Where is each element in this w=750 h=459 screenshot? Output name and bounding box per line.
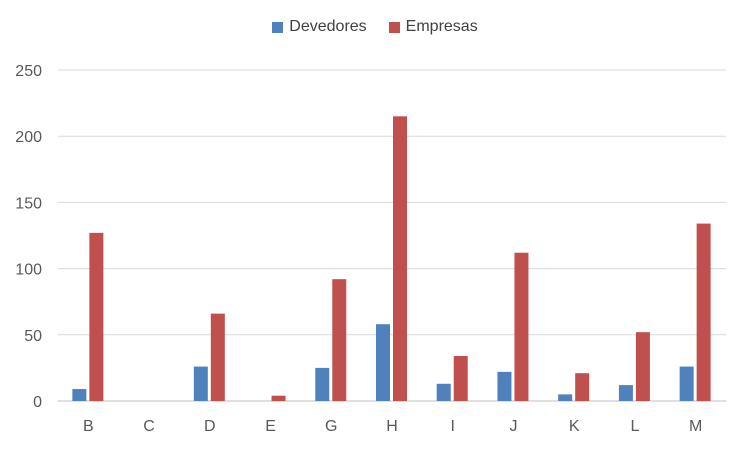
- bar-empresas-J: [514, 252, 529, 401]
- bar-devedores-H: [376, 324, 390, 401]
- x-tick-label: K: [569, 418, 580, 435]
- y-tick-label: 100: [15, 262, 42, 279]
- bar-empresas-G: [332, 279, 347, 401]
- bar-devedores-B: [72, 389, 87, 401]
- y-axis: 0 50 100 150 200 250: [15, 63, 42, 411]
- y-tick-label: 0: [33, 394, 42, 411]
- legend-item-empresas: Empresas: [388, 18, 478, 36]
- x-tick-label: L: [630, 418, 639, 435]
- x-tick-label: B: [83, 418, 94, 435]
- x-tick-label: I: [451, 418, 455, 435]
- bar-empresas-D: [210, 313, 225, 401]
- legend: Devedores Empresas: [0, 18, 750, 36]
- bar-devedores-K: [558, 394, 573, 401]
- y-tick-label: 50: [24, 328, 42, 345]
- bar-devedores-G: [315, 367, 330, 401]
- y-tick-label: 150: [15, 195, 42, 212]
- legend-swatch-devedores: [272, 21, 284, 33]
- bar-devedores-D: [193, 366, 208, 401]
- legend-item-devedores: Devedores: [272, 18, 367, 36]
- bar-empresas-I: [453, 355, 468, 401]
- bar-devedores-I: [436, 383, 451, 401]
- bar-empresas-B: [89, 232, 104, 401]
- bar-empresas-E: [271, 395, 286, 401]
- bars: [72, 116, 711, 401]
- x-tick-label: H: [386, 418, 398, 435]
- bar-empresas-H: [393, 116, 407, 401]
- y-tick-label: 200: [15, 129, 42, 146]
- legend-swatch-empresas: [388, 21, 400, 33]
- bar-devedores-J: [497, 371, 512, 401]
- bar-devedores-M: [679, 366, 694, 401]
- gridlines: [58, 69, 726, 402]
- x-tick-label: G: [325, 418, 337, 435]
- bar-devedores-L: [618, 385, 633, 401]
- legend-label-empresas: Empresas: [405, 18, 478, 35]
- y-tick-label: 250: [15, 63, 42, 80]
- legend-label-devedores: Devedores: [289, 18, 367, 35]
- x-tick-label: E: [265, 418, 276, 435]
- bar-empresas-K: [575, 373, 590, 401]
- x-tick-label: D: [204, 418, 216, 435]
- bar-empresas-M: [696, 223, 711, 401]
- bar-empresas-L: [635, 332, 650, 401]
- x-tick-label: C: [143, 418, 155, 435]
- x-tick-label: M: [689, 418, 702, 435]
- x-tick-label: J: [509, 418, 517, 435]
